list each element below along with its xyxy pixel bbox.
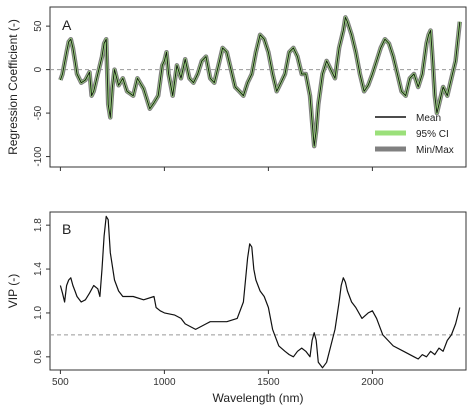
panel-a-y-tick-label: -100 [33,146,44,166]
panel-b-x-ticks: 500 1000 1500 2000 [52,370,384,388]
panel-a-x-ticks [59,167,373,171]
panel-a-y-ticks: -100 -50 0 50 [33,20,50,167]
panel-b-x-tick-label: 1500 [257,377,280,388]
panel-b-letter: B [62,221,71,237]
panel-a-y-label: Regression Coefficient (-) [6,19,20,155]
panel-b-x-tick-label: 500 [52,377,69,388]
panel-a-y-tick-label: 50 [33,20,44,32]
panel-a-y-tick-label: 0 [33,66,44,72]
panel-b-y-label: VIP (-) [6,274,20,308]
legend: Mean 95% CI Min/Max [375,113,454,156]
panel-a-letter: A [62,17,72,33]
legend-mean-label: Mean [416,113,441,124]
panel-b: B VIP (-) 0.6 1.0 1.4 1.8 500 1000 1500 2000 W… [6,211,467,405]
panel-a-frame [49,6,467,168]
panel-b-y-tick-label: 1.8 [33,218,44,232]
panel-a: A Regression Coefficient (-) -100-50050 … [6,6,467,171]
legend-ci-label: 95% CI [416,129,449,140]
panel-b-y-tick-label: 1.4 [33,262,44,276]
panel-b-frame [49,211,467,371]
panel-b-y-tick-label: 1.0 [33,306,44,320]
panel-b-x-tick-label: 1000 [153,377,176,388]
legend-minmax-label: Min/Max [416,145,454,156]
panel-b-vip-line [59,215,461,369]
panel-a-y-tick-label: -50 [33,105,44,120]
panel-b-y-tick-label: 0.6 [33,349,44,363]
x-axis-label: Wavelength (nm) [213,391,304,405]
panel-a-mean-line [59,16,461,147]
panel-b-x-tick-label: 2000 [361,377,384,388]
panel-b-y-ticks: 0.6 1.0 1.4 1.8 [33,218,50,364]
